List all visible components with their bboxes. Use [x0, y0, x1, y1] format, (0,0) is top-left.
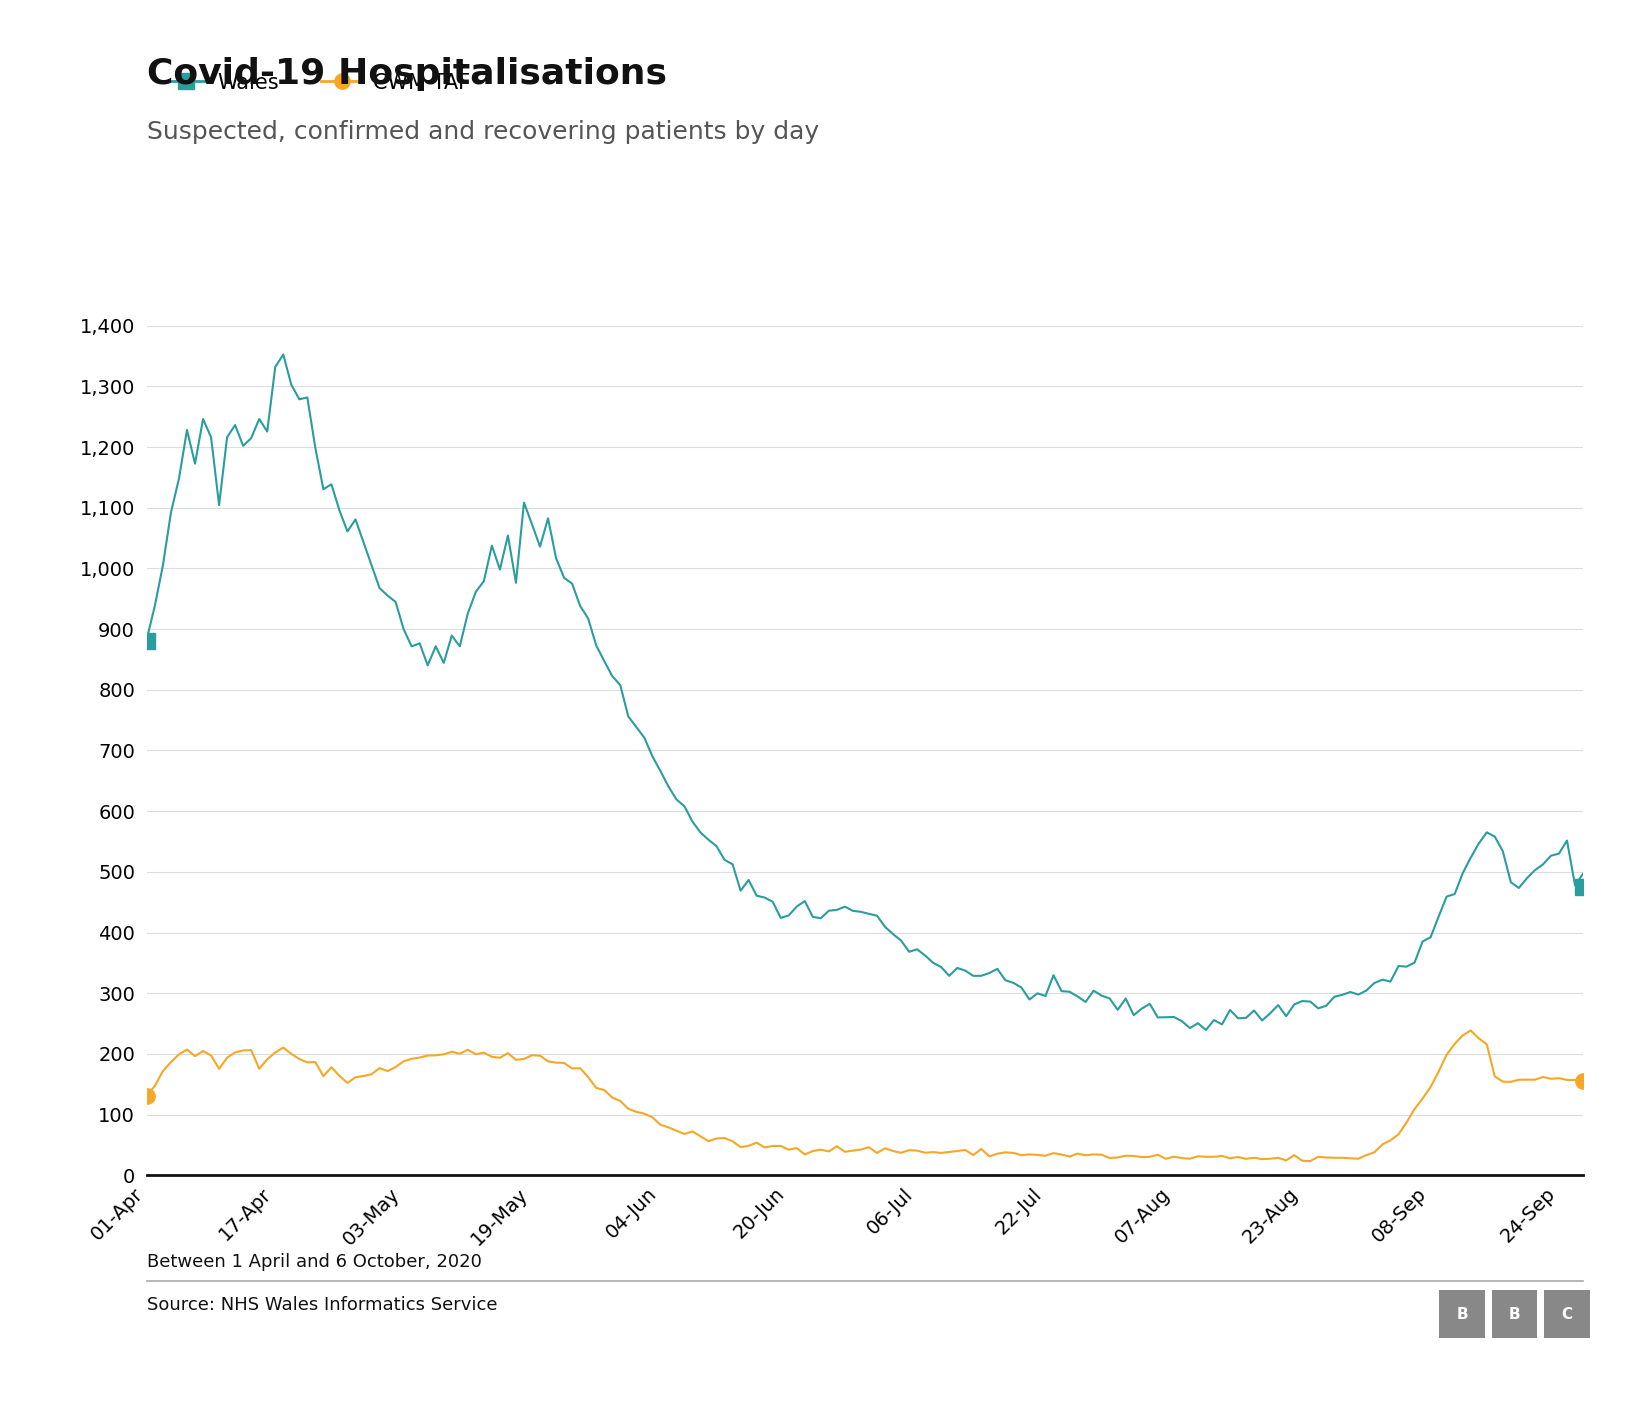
Text: Covid-19 Hospitalisations: Covid-19 Hospitalisations [147, 57, 667, 91]
Text: C: C [1562, 1307, 1572, 1321]
Text: B: B [1508, 1307, 1521, 1321]
Text: B: B [1456, 1307, 1469, 1321]
Text: Source: NHS Wales Informatics Service: Source: NHS Wales Informatics Service [147, 1296, 498, 1314]
Text: Between 1 April and 6 October, 2020: Between 1 April and 6 October, 2020 [147, 1253, 481, 1272]
Legend: Wales, CWM TAF: Wales, CWM TAF [157, 64, 478, 101]
Text: Suspected, confirmed and recovering patients by day: Suspected, confirmed and recovering pati… [147, 120, 819, 144]
